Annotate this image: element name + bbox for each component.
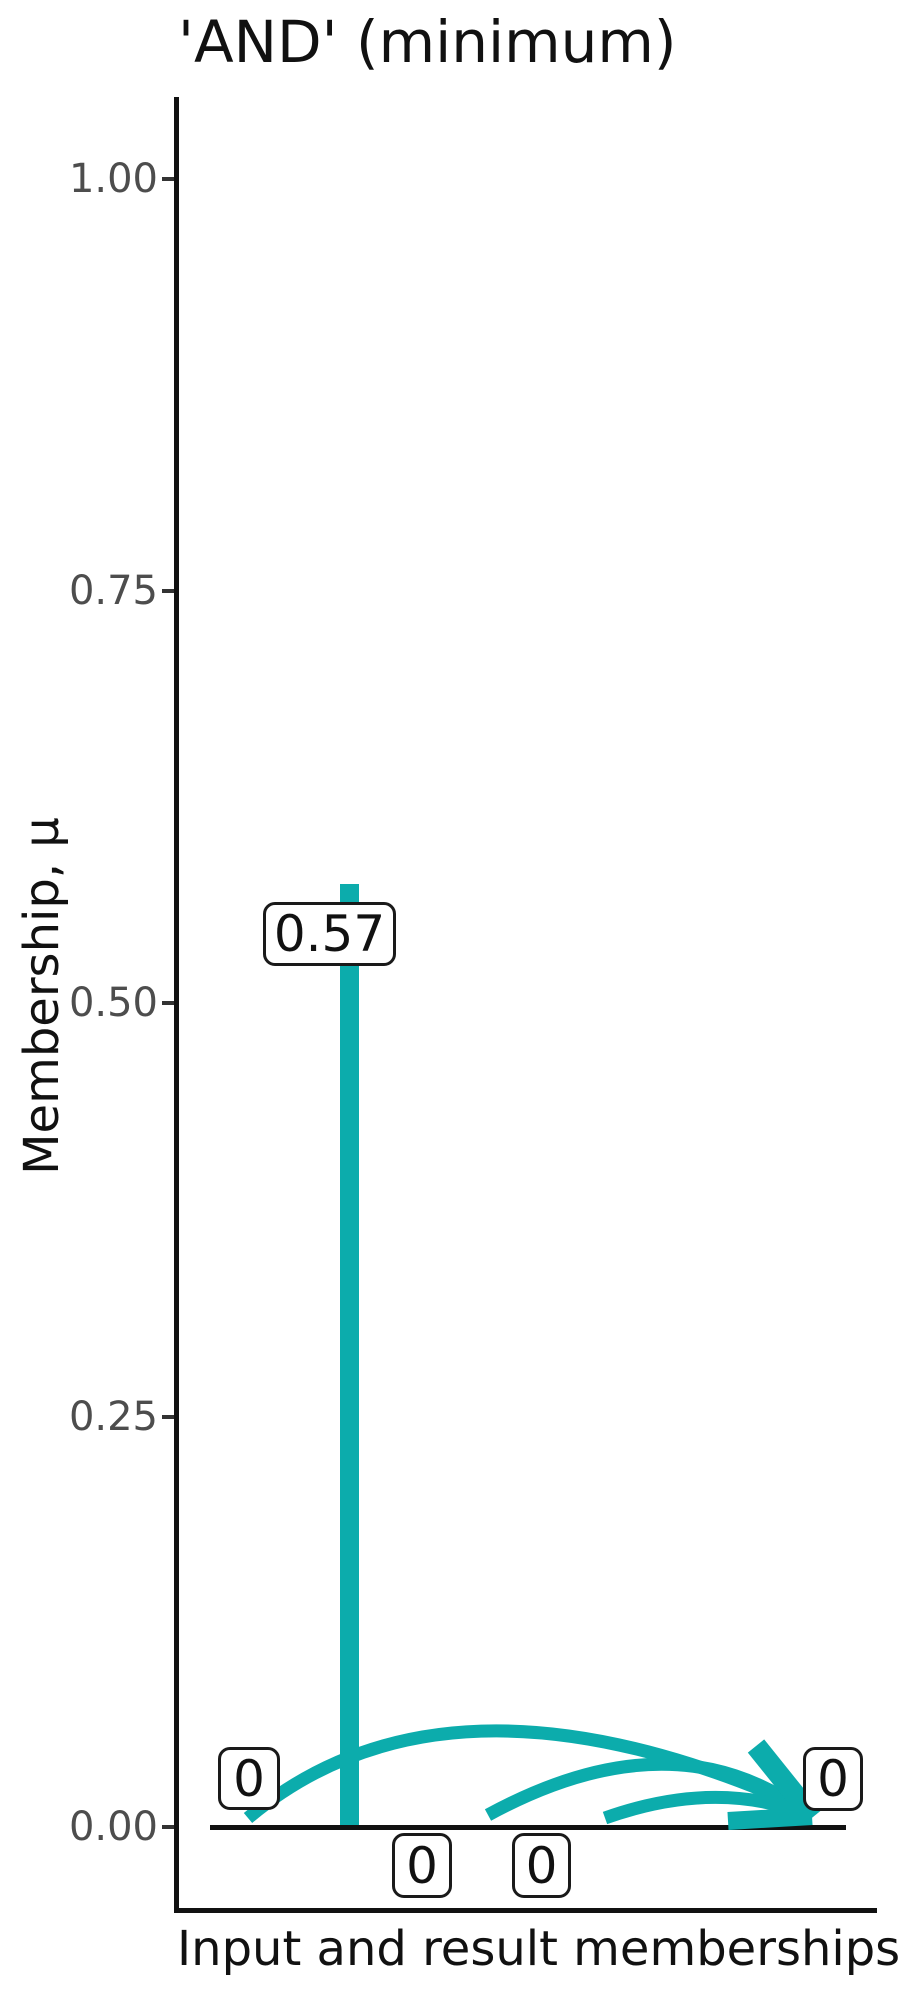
arc-input3-to-result (484, 1757, 806, 1821)
y-tick-label-0.00: 0.00 (68, 1804, 158, 1850)
value-label-input4-zero: 0 (512, 1833, 571, 1898)
value-label-result-zero: 0 (803, 1747, 863, 1811)
membership-bar-057 (340, 884, 359, 1828)
y-axis-ticks (162, 177, 174, 1829)
value-label-bar-057: 0.57 (263, 902, 396, 966)
arrowhead (727, 1739, 822, 1830)
y-tick-label-0.75: 0.75 (68, 568, 158, 614)
value-label-input3-zero: 0 (392, 1833, 452, 1898)
y-tick-label-0.50: 0.50 (68, 980, 158, 1026)
input-to-result-arcs (243, 1724, 806, 1825)
x-axis-label: Input and result memberships (177, 1921, 900, 1977)
y-tick-label-1.00: 1.00 (68, 156, 158, 202)
arc-input4-to-result (602, 1790, 803, 1825)
y-tick-label-0.25: 0.25 (68, 1394, 158, 1440)
value-label-input1-zero: 0 (218, 1747, 280, 1810)
chart-title: 'AND' (minimum) (178, 8, 677, 76)
